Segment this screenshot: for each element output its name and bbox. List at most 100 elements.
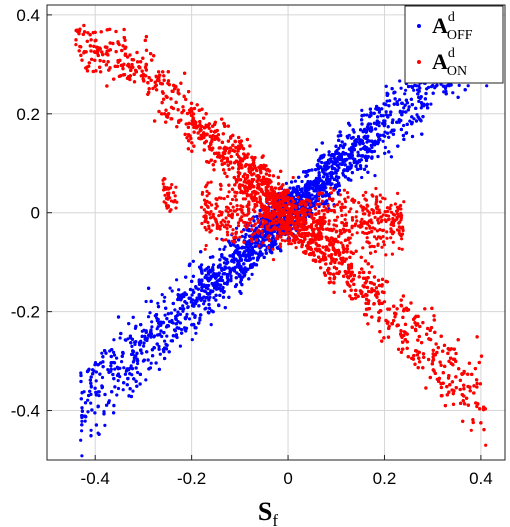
scatter-point [99,361,103,365]
scatter-point [240,245,245,249]
scatter-point [312,189,316,193]
scatter-point [351,128,355,132]
scatter-point [98,372,102,376]
scatter-point [226,260,230,264]
scatter-point [322,184,326,188]
scatter-point [417,84,421,88]
scatter-point [244,242,248,246]
scatter-point [121,388,125,392]
scatter-point [112,338,116,342]
scatter-point [199,250,203,254]
scatter-point [238,280,243,284]
scatter-point [198,265,202,269]
scatter-point [318,176,322,181]
scatter-point [408,119,412,123]
scatter-point [116,372,121,376]
scatter-point [113,367,117,371]
scatter-point [414,106,418,110]
scatter-point [207,283,211,288]
scatter-point [400,113,404,117]
scatter-point [159,323,163,327]
scatter-point [222,290,226,294]
scatter-point [258,208,262,213]
scatter-point [129,364,133,368]
scatter-point [144,378,148,382]
scatter-point [133,340,137,344]
scatter-point [88,378,92,382]
scatter-point [222,261,227,265]
scatter-point [129,394,133,399]
scatter-point [397,120,401,124]
scatter-point [165,334,169,338]
scatter-point [79,379,83,384]
scatter-point [168,286,172,290]
scatter-point [101,365,105,369]
scatter-point [147,333,151,337]
scatter-point [94,393,98,397]
scatter-point [229,279,233,283]
scatter-point [115,356,119,360]
scatter-point [234,244,238,248]
scatter-point [309,180,314,185]
scatter-point [337,181,341,185]
scatter-point [199,282,204,286]
scatter-point [365,113,369,117]
scatter-point [215,274,219,278]
scatter-point [409,97,413,101]
scatter-point [219,283,223,287]
scatter-point [109,367,113,371]
scatter-point [178,312,182,316]
scatter-point [151,354,155,358]
scatter-point [327,150,331,154]
scatter-point [173,308,177,312]
scatter-point [154,313,159,317]
scatter-point [333,183,337,187]
scatter-point [254,263,259,267]
scatter-point [159,329,163,333]
scatter-point [333,167,337,171]
scatter-point [160,293,164,297]
scatter-point [239,278,243,282]
scatter-point [119,331,123,336]
scatter-point [386,125,390,129]
scatter-point [404,88,408,92]
scatter-point [264,251,268,255]
scatter-point [457,83,461,87]
scatter-point [166,324,170,328]
scatter-point [170,289,174,293]
scatter-point [290,191,294,195]
scatter-point [316,181,320,185]
scatter-point [128,372,132,376]
scatter-point [169,311,173,315]
scatter-point [238,250,242,254]
scatter-point [301,191,305,195]
scatter-point [360,118,364,122]
scatter-point [363,156,367,160]
scatter-point [419,101,424,105]
scatter-point [205,286,209,290]
scatter-point [325,180,329,185]
scatter-point [410,134,415,139]
scatter-point [152,346,156,350]
scatter-point [357,141,361,145]
scatter-point [329,157,333,161]
scatter-point [326,161,330,165]
scatter-point [229,243,233,247]
scatter-point [158,352,162,356]
scatter-point [209,274,213,279]
scatter-point [204,306,208,310]
scatter-point [349,165,353,170]
scatter-point [97,432,101,436]
scatter-point [418,117,422,121]
scatter-point [190,300,194,304]
scatter-point [203,299,207,303]
scatter-point [106,368,110,372]
scatter-point [167,320,172,324]
scatter-point [360,122,364,126]
scatter-point [243,266,247,270]
scatter-point [101,355,105,359]
scatter-point [351,142,355,146]
scatter-point [129,341,133,345]
scatter-point [120,360,124,364]
scatter-point [300,179,304,184]
